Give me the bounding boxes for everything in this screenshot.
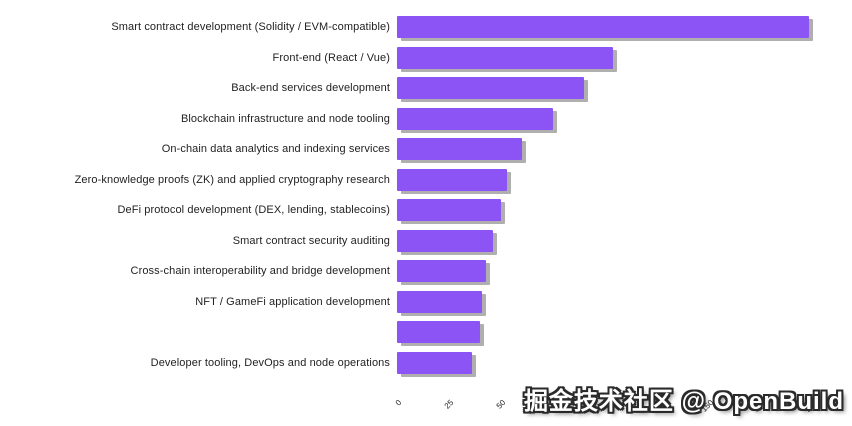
value-bar (397, 107, 553, 130)
category-label: Blockchain infrastructure and node tooli… (180, 112, 390, 125)
bar-track (397, 260, 852, 283)
value-bar (397, 16, 809, 39)
value-bar (397, 351, 472, 374)
category-label: DeFi protocol development (DEX, lending,… (117, 204, 390, 217)
watermark: 掘金技术社区 @ OpenBuild (523, 388, 844, 415)
category-label: Developer tooling, DevOps and node opera… (150, 356, 390, 369)
category-label: Smart contract development (Solidity / E… (111, 21, 390, 34)
bar-row (0, 317, 852, 348)
x-tick-label: 50 (494, 398, 508, 411)
x-tick-label: 0 (393, 398, 404, 408)
value-bar (397, 138, 522, 161)
bar-track (397, 321, 852, 344)
value-bar (397, 199, 501, 222)
bar-row: NFT / GameFi application development (0, 287, 852, 318)
bar-track (397, 168, 852, 191)
bar-track (397, 199, 852, 222)
value-bar (397, 46, 614, 69)
bar-row: Blockchain infrastructure and node tooli… (0, 104, 852, 135)
bar-track (397, 351, 852, 374)
category-label: NFT / GameFi application development (195, 295, 390, 308)
bar-row: Smart contract security auditing (0, 226, 852, 257)
bar-row: Smart contract development (Solidity / E… (0, 12, 852, 43)
category-label: Smart contract security auditing (232, 234, 390, 247)
bar-track (397, 229, 852, 252)
value-bar (397, 229, 493, 252)
bar-row: Zero-knowledge proofs (ZK) and applied c… (0, 165, 852, 196)
bar-rows: Smart contract development (Solidity / E… (0, 12, 852, 378)
bar-track (397, 16, 852, 39)
bar-track (397, 77, 852, 100)
bar-track (397, 46, 852, 69)
category-label: Zero-knowledge proofs (ZK) and applied c… (74, 173, 390, 186)
category-label: Cross-chain interoperability and bridge … (130, 265, 390, 278)
category-label: Back-end services development (231, 82, 390, 95)
bar-track (397, 290, 852, 313)
category-label: Front-end (React / Vue) (272, 51, 390, 64)
value-bar (397, 168, 508, 191)
x-tick-label: 25 (442, 398, 456, 411)
value-bar (397, 77, 585, 100)
value-bar (397, 290, 483, 313)
bar-row: On-chain data analytics and indexing ser… (0, 134, 852, 165)
bar-row: Cross-chain interoperability and bridge … (0, 256, 852, 287)
bar-track (397, 107, 852, 130)
bar-row: DeFi protocol development (DEX, lending,… (0, 195, 852, 226)
bar-track (397, 138, 852, 161)
value-bar (397, 321, 481, 344)
bar-row: Back-end services development (0, 73, 852, 104)
value-bar (397, 260, 487, 283)
bar-row: Front-end (React / Vue) (0, 43, 852, 74)
bar-row: Developer tooling, DevOps and node opera… (0, 348, 852, 379)
category-label: On-chain data analytics and indexing ser… (161, 143, 390, 156)
